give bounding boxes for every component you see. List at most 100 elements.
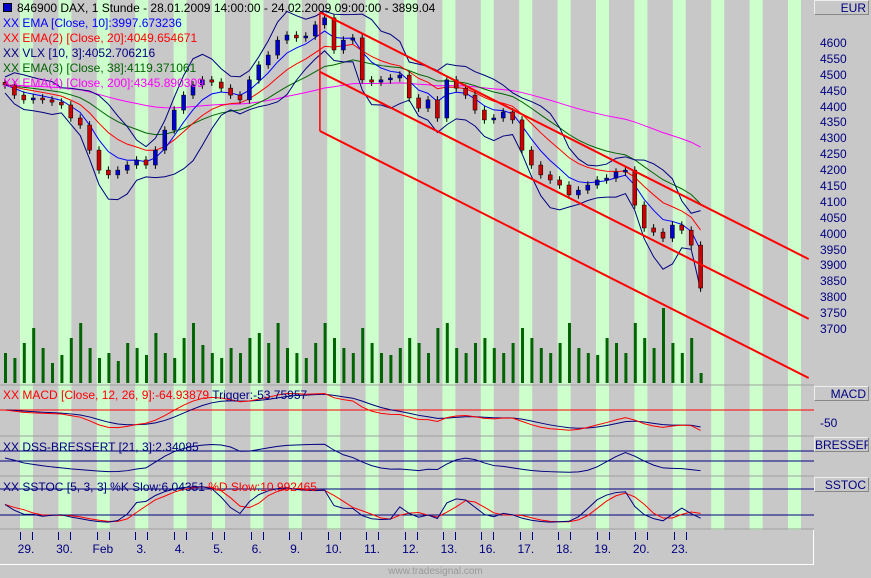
date-tick-mark <box>262 532 264 540</box>
legend-ema20[interactable]: XX EMA(2) [Close, 20]:4049.654671 <box>3 31 198 45</box>
date-tick-label: 3. <box>136 542 147 556</box>
candle <box>237 94 243 101</box>
legend-ema38[interactable]: XX EMA(3) [Close, 38]:4119.371061 <box>3 61 197 75</box>
candle <box>12 84 17 96</box>
volume-bar <box>41 348 45 383</box>
date-tick-mark <box>442 532 444 540</box>
date-tick-mark <box>531 532 533 540</box>
legend-ema200[interactable]: XX EMA(4) [Close, 200]:4345.890309 <box>3 76 204 90</box>
volume-bar <box>182 338 186 383</box>
macd-trigger-label: Trigger:-53.75957 <box>212 388 308 402</box>
candle <box>96 149 102 171</box>
date-tick-mark <box>647 532 649 540</box>
sstoc-d-line <box>4 486 701 523</box>
candle <box>228 87 233 96</box>
candle <box>463 87 468 96</box>
session-band <box>596 0 609 530</box>
candle <box>623 169 628 173</box>
price-tick-label: 3700 <box>820 322 847 337</box>
date-tick-label: 9. <box>290 542 301 556</box>
candle <box>397 74 403 79</box>
date-tick-mark <box>454 532 456 540</box>
session-band <box>711 0 725 530</box>
sstoc-legend[interactable]: XX SSTOC [5, 3, 3] %K Slow:6.04351 %D Sl… <box>3 480 317 495</box>
candle <box>547 174 553 181</box>
symbol-line: 846900 DAX, 1 Stunde - 28.01.2009 14:00:… <box>3 1 435 16</box>
volume-bar <box>79 323 83 383</box>
candle <box>632 169 638 206</box>
price-tick-label: 4050 <box>820 210 847 225</box>
candle <box>153 149 158 166</box>
date-tick-mark <box>250 532 252 540</box>
macd-legend[interactable]: XX MACD [Close, 12, 26, 9]:-64.93879 Tri… <box>3 388 307 403</box>
date-tick-mark <box>173 532 175 540</box>
volume-bar <box>389 355 393 383</box>
session-band <box>788 0 801 530</box>
volume-bar <box>220 358 224 383</box>
date-tick-mark <box>596 532 598 540</box>
session-band <box>634 0 648 530</box>
date-tick-mark <box>135 532 137 540</box>
price-axis <box>814 0 871 531</box>
ema20-line <box>4 43 702 231</box>
date-tick-label: 13. <box>440 542 458 556</box>
candle <box>331 17 337 51</box>
volume-bar <box>248 338 252 383</box>
date-tick-label: 10. <box>325 542 342 556</box>
volume-bar <box>539 348 543 383</box>
volume-bar <box>239 353 242 383</box>
volume-bar <box>586 353 590 383</box>
candle <box>378 79 384 83</box>
volume-bar <box>333 338 336 383</box>
candle <box>641 204 647 229</box>
volume-bar <box>276 323 280 383</box>
candle <box>2 82 8 86</box>
date-tick-label: 19. <box>594 542 612 556</box>
candle <box>472 94 478 111</box>
candle <box>453 79 459 89</box>
candle <box>698 244 703 289</box>
macd-tick: -50 <box>820 416 838 430</box>
volume-bar <box>60 355 64 383</box>
volume-bar <box>690 338 694 383</box>
candle <box>660 231 666 239</box>
footer-watermark: www.tradesignal.com <box>388 566 483 577</box>
price-tick-label: 3900 <box>820 258 847 273</box>
currency-label: EUR <box>814 0 869 15</box>
candle <box>40 97 45 101</box>
volume-bar <box>398 348 402 383</box>
price-tick-label: 3950 <box>820 242 847 257</box>
date-tick-label: 6. <box>251 542 262 556</box>
date-tick-mark <box>70 532 72 540</box>
candle <box>613 171 619 179</box>
volume-bar <box>671 343 675 383</box>
chart-legend: 846900 DAX, 1 Stunde - 28.01.2009 14:00:… <box>3 1 435 91</box>
session-band <box>250 0 264 530</box>
macd-panel-title: MACD <box>814 386 869 401</box>
price-tick-label: 4150 <box>820 179 847 193</box>
volume-bar <box>173 358 177 383</box>
candle <box>538 164 544 176</box>
vlx-lower-band <box>4 50 702 290</box>
symbol-square-icon <box>3 3 12 12</box>
date-tick-label: 18. <box>555 542 573 556</box>
macd-label: XX MACD [Close, 12, 26, 9]:-64.93879 <box>3 388 210 402</box>
date-tick-mark <box>20 532 21 540</box>
volume-bar <box>445 323 449 383</box>
candle <box>341 39 346 51</box>
legend-vlx[interactable]: XX VLX [10, 3]:4052.706216 <box>3 46 156 60</box>
volume-bar <box>192 323 195 383</box>
volume-bar <box>163 353 167 383</box>
legend-ema10[interactable]: XX EMA [Close, 10]:3997.673236 <box>3 16 182 30</box>
date-tick-label: 29. <box>17 542 35 556</box>
dss-legend[interactable]: XX DSS-BRESSERT [21, 3]:2.34085 <box>3 440 199 454</box>
candle <box>124 164 130 171</box>
candle <box>284 34 290 41</box>
volume-bar <box>351 353 355 383</box>
volume-bar <box>267 343 271 383</box>
date-tick-label: 23. <box>671 542 688 556</box>
candle <box>416 97 421 109</box>
price-chart[interactable] <box>0 0 814 531</box>
date-tick-mark <box>570 532 572 540</box>
sstoc-k-label: XX SSTOC [5, 3, 3] %K Slow:6.04351 <box>3 480 205 494</box>
